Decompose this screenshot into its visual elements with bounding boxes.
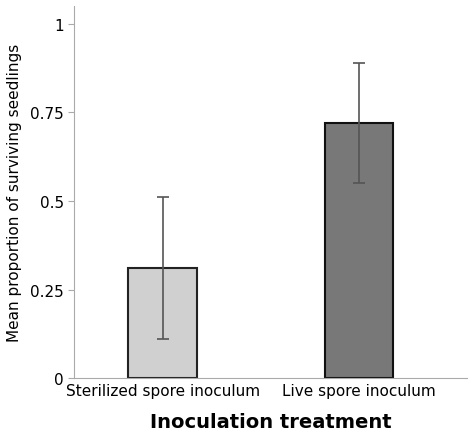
Y-axis label: Mean proportion of surviving seedlings: Mean proportion of surviving seedlings: [7, 44, 22, 342]
Bar: [325, 124, 393, 378]
X-axis label: Inoculation treatment: Inoculation treatment: [150, 412, 392, 431]
Bar: [128, 269, 197, 378]
